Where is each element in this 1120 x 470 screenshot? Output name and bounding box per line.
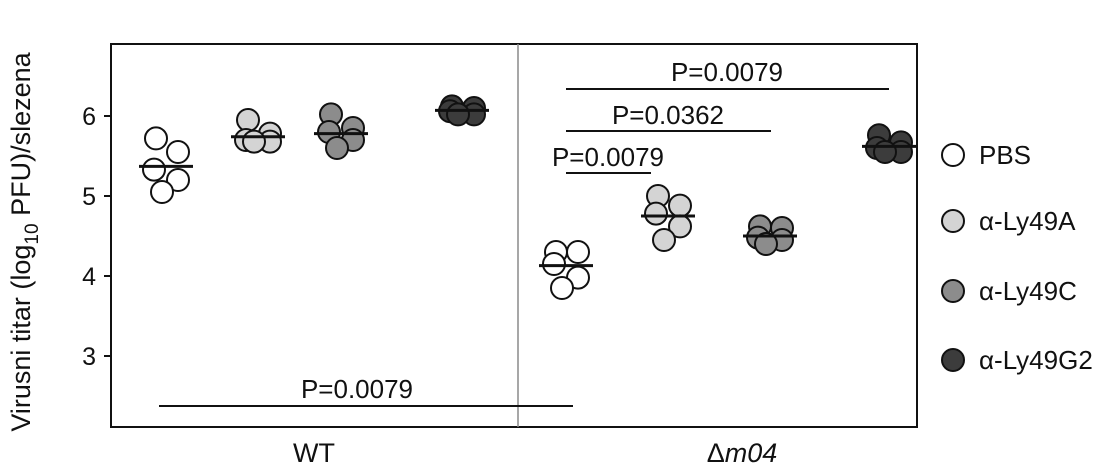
legend-label: PBS [979, 140, 1031, 170]
data-point [446, 102, 470, 127]
data-point [166, 168, 190, 192]
legend-label: α-Ly49G2 [979, 345, 1093, 375]
legend-item-ly49c: α-Ly49C [941, 276, 1077, 306]
significance-label: P=0.0079 [301, 374, 413, 404]
x-label-m04-name: m04 [725, 438, 778, 468]
data-point [873, 140, 897, 164]
legend-item-ly49g2: α-Ly49G2 [941, 345, 1093, 375]
y-tick-label: 6 [82, 103, 96, 131]
x-label-m04: Δm04 [707, 438, 778, 468]
data-point [754, 232, 778, 256]
legend-swatch [941, 209, 965, 233]
y-axis-label-tail: PFU)/slezena [6, 51, 36, 223]
significance-pbs-vs-ly49a: P=0.0079 [552, 142, 664, 174]
plot-frame [110, 43, 918, 428]
legend-item-ly49a: α-Ly49A [941, 206, 1076, 236]
y-tick-4: 4 [82, 263, 111, 291]
data-point [150, 180, 174, 204]
x-label-m04-delta: Δ [707, 438, 725, 468]
y-tick-label: 4 [82, 263, 96, 291]
legend-swatch [941, 143, 965, 167]
data-point [644, 201, 668, 226]
median-lines [139, 108, 916, 268]
y-tick-6: 6 [82, 103, 111, 131]
significance-label: P=0.0079 [552, 142, 664, 172]
y-tick-label: 3 [82, 343, 96, 371]
y-axis-label-subscript: 10 [22, 223, 43, 244]
data-point [236, 108, 260, 132]
data-point [325, 136, 349, 160]
significance-pbs-vs-ly49g2: P=0.0079 [566, 57, 889, 90]
data-point [166, 140, 190, 164]
data-point [142, 157, 166, 182]
significance-wt-vs-m04-pbs: P=0.0079 [159, 374, 573, 407]
y-tick-5: 5 [82, 183, 111, 211]
data-point [668, 193, 692, 218]
data-point [542, 252, 566, 276]
legend-item-pbs: PBS [941, 140, 1031, 170]
data-point [242, 129, 266, 154]
data-point [566, 240, 590, 264]
legend-label: α-Ly49C [979, 276, 1077, 306]
data-marks [142, 94, 913, 300]
data-point [144, 126, 168, 151]
legend: PBS α-Ly49A α-Ly49C α-Ly49G2 [941, 140, 1093, 375]
y-axis-label-main: Virusni titar (log [6, 245, 36, 432]
x-label-wt: WT [293, 438, 335, 468]
legend-swatch [941, 279, 965, 303]
significance-pbs-vs-ly49c: P=0.0362 [566, 100, 771, 132]
significance-label: P=0.0362 [612, 100, 724, 130]
significance-label: P=0.0079 [671, 57, 783, 87]
data-point [652, 228, 676, 252]
y-axis-label: Virusni titar (log10 PFU)/slezena [6, 51, 43, 431]
data-point [550, 276, 574, 300]
y-tick-3: 3 [82, 343, 111, 371]
legend-label: α-Ly49A [979, 206, 1076, 236]
legend-swatch [941, 348, 965, 372]
y-tick-label: 5 [82, 183, 96, 211]
